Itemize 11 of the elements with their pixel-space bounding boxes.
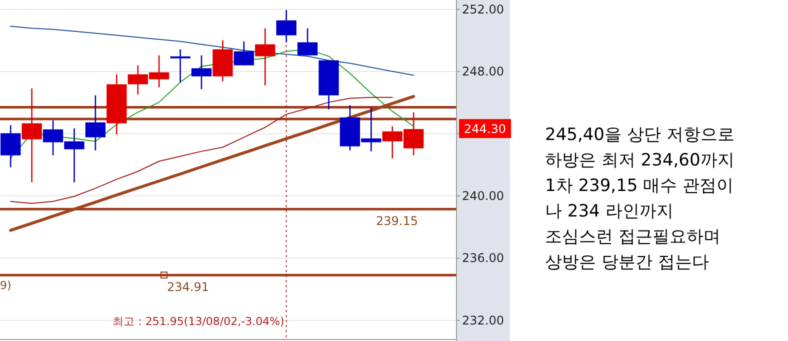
annotation: 9) <box>0 279 12 292</box>
y-tick-label: 240.00 <box>462 188 504 203</box>
text: 245,40을 상단 저항으로 하방은 최저 234,60까지 1차 239,15 매수 관점이 나 234 라인까지 조심스런 접근필요하며 상방은 당분간 접는다 <box>545 125 734 272</box>
annotation: 최고 : 251.95(13/08/02,-3.04%) <box>112 315 284 328</box>
ref-line-label: 239.15 <box>376 214 418 228</box>
legend-label: 234.91 <box>167 280 209 294</box>
text: 244.30 <box>464 122 506 136</box>
y-tick-label: 232.00 <box>462 313 504 328</box>
y-tick-label: 236.00 <box>462 251 504 266</box>
y-tick-label: 252.00 <box>462 2 504 16</box>
y-tick-label: 248.00 <box>462 64 504 79</box>
